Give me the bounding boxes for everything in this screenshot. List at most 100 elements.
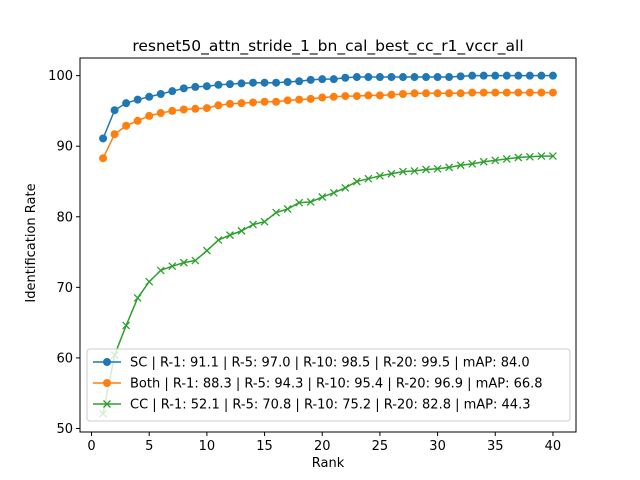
data-point xyxy=(352,73,361,82)
data-point xyxy=(191,104,200,113)
data-point xyxy=(398,89,407,98)
data-point xyxy=(156,89,165,98)
data-point xyxy=(433,89,442,98)
data-point xyxy=(156,109,165,118)
data-point xyxy=(525,71,534,80)
y-tick-label: 70 xyxy=(56,281,73,296)
data-point xyxy=(168,106,177,115)
data-point xyxy=(479,71,488,80)
legend-marker xyxy=(103,379,111,387)
x-tick-label: 5 xyxy=(145,439,153,454)
data-point xyxy=(318,75,327,84)
data-point xyxy=(306,94,315,103)
data-point xyxy=(99,134,108,143)
x-tick-label: 15 xyxy=(256,439,273,454)
data-point xyxy=(364,73,373,82)
data-point xyxy=(491,156,500,165)
series-line xyxy=(102,74,553,139)
data-point xyxy=(491,88,500,97)
x-tick-label: 10 xyxy=(199,439,216,454)
data-point xyxy=(145,111,154,120)
data-point xyxy=(237,226,246,235)
data-point xyxy=(225,99,234,108)
data-point xyxy=(249,78,258,87)
legend-box xyxy=(86,348,571,422)
data-point xyxy=(514,71,523,80)
data-point xyxy=(283,96,292,105)
data-point xyxy=(133,116,142,125)
legend-entry: SC | R-1: 91.1 | R-5: 97.0 | R-10: 98.5 … xyxy=(93,356,530,371)
data-point xyxy=(548,88,557,97)
data-point xyxy=(202,246,211,255)
series-line xyxy=(102,91,553,159)
data-point xyxy=(214,101,223,110)
legend-entry: CC | R-1: 52.1 | R-5: 70.8 | R-10: 75.2 … xyxy=(93,398,530,413)
data-point xyxy=(283,205,292,213)
data-point xyxy=(341,73,350,82)
data-point xyxy=(295,77,304,86)
data-point xyxy=(329,92,338,101)
data-point xyxy=(145,277,154,286)
data-point xyxy=(422,165,431,174)
data-point xyxy=(122,121,131,130)
data-point xyxy=(502,154,511,163)
data-point xyxy=(433,164,442,173)
y-tick-label: 80 xyxy=(56,210,73,225)
y-tick-label: 100 xyxy=(48,69,73,84)
x-tick-label: 40 xyxy=(545,439,562,454)
data-point xyxy=(99,154,108,163)
data-point xyxy=(352,92,361,101)
data-point xyxy=(387,169,396,178)
data-point xyxy=(375,73,384,82)
data-point xyxy=(456,72,465,81)
data-point xyxy=(168,262,177,271)
data-point xyxy=(514,153,523,162)
data-point xyxy=(237,79,246,88)
data-point xyxy=(249,98,258,107)
y-tick-label: 90 xyxy=(56,140,73,155)
legend-label: Both | R-1: 88.3 | R-5: 94.3 | R-10: 95.… xyxy=(130,377,543,392)
data-point xyxy=(456,161,465,170)
data-point xyxy=(191,82,200,91)
legend-label: SC | R-1: 91.1 | R-5: 97.0 | R-10: 98.5 … xyxy=(130,356,530,371)
data-point xyxy=(410,89,419,98)
data-point xyxy=(468,71,477,80)
data-point xyxy=(445,163,454,172)
data-point xyxy=(537,71,546,80)
data-point xyxy=(387,90,396,99)
data-point xyxy=(110,106,119,115)
data-point xyxy=(387,73,396,82)
data-point xyxy=(479,88,488,97)
ticks-layer: 0 5 10 15 20 25 30 35 40 50 60 70 80 90 100 xyxy=(48,69,561,454)
data-point xyxy=(272,208,281,217)
data-point xyxy=(306,75,315,84)
data-point xyxy=(352,177,361,186)
data-point xyxy=(272,78,281,87)
data-point xyxy=(375,171,384,180)
data-point xyxy=(306,197,315,206)
data-point xyxy=(433,73,442,82)
data-point xyxy=(502,88,511,97)
series-2 xyxy=(99,88,557,163)
data-point xyxy=(133,95,142,104)
data-point xyxy=(422,73,431,82)
y-tick-label: 50 xyxy=(56,422,73,437)
data-point xyxy=(283,77,292,86)
legend-marker xyxy=(103,400,111,408)
data-point xyxy=(260,78,269,87)
data-point xyxy=(491,71,500,80)
data-point xyxy=(422,89,431,98)
x-tick-label: 25 xyxy=(372,439,389,454)
data-point xyxy=(445,89,454,98)
data-point xyxy=(468,88,477,97)
data-point xyxy=(364,174,373,183)
data-point xyxy=(133,293,142,302)
data-point xyxy=(375,91,384,100)
data-point xyxy=(225,231,234,240)
data-point xyxy=(260,97,269,106)
axes-frame xyxy=(79,57,577,433)
data-point xyxy=(225,80,234,89)
data-point xyxy=(525,88,534,97)
data-point xyxy=(525,152,534,161)
